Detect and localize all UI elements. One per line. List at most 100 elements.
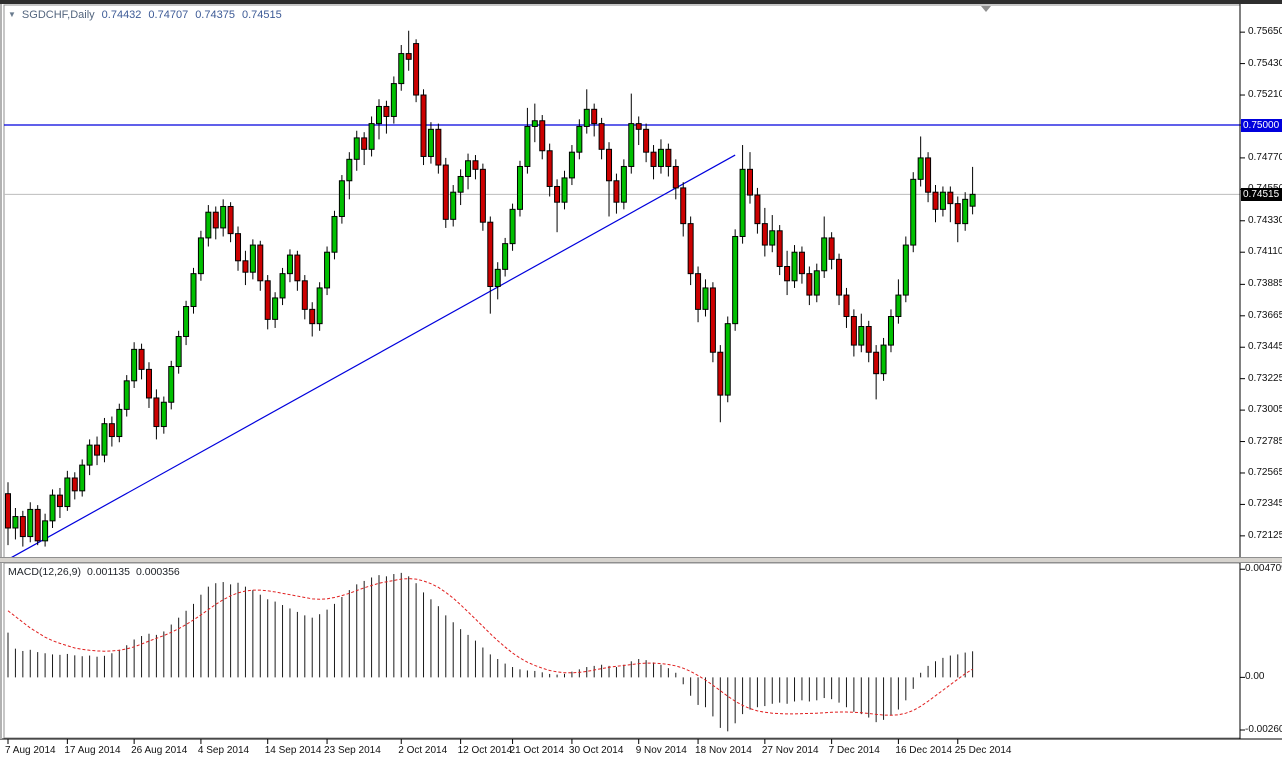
candle-body[interactable] [598, 123, 605, 150]
candle-body[interactable] [902, 244, 909, 296]
candle-body[interactable] [516, 165, 523, 210]
candle-body[interactable] [101, 423, 108, 456]
candle-body[interactable] [413, 43, 420, 96]
candle-body[interactable] [301, 280, 308, 310]
candle-body[interactable] [873, 351, 880, 375]
candle-body[interactable] [86, 444, 93, 466]
candle-body[interactable] [591, 108, 598, 125]
candle-body[interactable] [687, 223, 694, 275]
candle-body[interactable] [457, 175, 464, 193]
candle-body[interactable] [123, 380, 130, 410]
candle-body[interactable] [509, 208, 516, 245]
candle-body[interactable] [279, 273, 286, 299]
candle-body[interactable] [197, 237, 204, 275]
candle-body[interactable] [620, 165, 627, 203]
candle-body[interactable] [361, 137, 368, 150]
candle-body[interactable] [606, 148, 613, 182]
candle-body[interactable] [954, 203, 961, 225]
candle-body[interactable] [583, 108, 590, 127]
candle-body[interactable] [294, 254, 301, 282]
candle-body[interactable] [183, 306, 190, 338]
candle-body[interactable] [747, 168, 753, 196]
candle-body[interactable] [175, 336, 182, 368]
candle-body[interactable] [64, 477, 71, 508]
candle-body[interactable] [34, 508, 41, 542]
candle-body[interactable] [546, 150, 553, 187]
candle-body[interactable] [947, 191, 954, 205]
candle-body[interactable] [190, 273, 197, 308]
candle-body[interactable] [650, 151, 657, 167]
candle-body[interactable] [858, 326, 865, 346]
candle-body[interactable] [843, 294, 850, 318]
candle-body[interactable] [94, 444, 101, 456]
hline-price-tag[interactable]: 0.75000 [1241, 118, 1282, 132]
chart-shift-marker-icon[interactable] [981, 6, 991, 12]
candle-body[interactable] [324, 251, 331, 289]
candle-body[interactable] [220, 205, 227, 229]
candle-body[interactable] [316, 287, 323, 325]
candle-body[interactable] [962, 198, 969, 225]
candle-body[interactable] [665, 148, 672, 167]
candle-body[interactable] [672, 165, 679, 189]
candle-body[interactable] [145, 368, 152, 399]
candle-body[interactable] [212, 211, 219, 229]
candle-body[interactable] [836, 258, 843, 296]
candle-body[interactable] [242, 260, 249, 273]
candle-body[interactable] [680, 187, 687, 225]
candle-body[interactable] [925, 157, 932, 193]
candle-body[interactable] [709, 287, 716, 353]
panel-splitter[interactable] [0, 557, 1282, 563]
candle-body[interactable] [487, 221, 494, 288]
candle-body[interactable] [390, 83, 397, 117]
candle-body[interactable] [450, 191, 457, 220]
candle-body[interactable] [531, 120, 538, 127]
candle-body[interactable] [79, 464, 86, 492]
candle-body[interactable] [917, 157, 924, 180]
candle-body[interactable] [739, 168, 746, 237]
candle-body[interactable] [56, 494, 63, 508]
candle-body[interactable] [286, 254, 293, 275]
candle-body[interactable] [49, 494, 56, 522]
candle-body[interactable] [850, 316, 857, 346]
candle-body[interactable] [895, 294, 902, 318]
candle-body[interactable] [272, 297, 279, 320]
candle-body[interactable] [442, 164, 449, 220]
candle-body[interactable] [376, 105, 382, 125]
candle-body[interactable] [613, 180, 620, 203]
candle-body[interactable] [939, 191, 946, 210]
candle-body[interactable] [42, 520, 49, 542]
candle-body[interactable] [108, 423, 115, 438]
candle-body[interactable] [910, 178, 917, 246]
candle-body[interactable] [702, 287, 709, 310]
candle-body[interactable] [398, 53, 405, 85]
candle-body[interactable] [784, 265, 791, 282]
candle-body[interactable] [331, 215, 338, 253]
candle-body[interactable] [791, 251, 798, 282]
candle-body[interactable] [761, 223, 768, 246]
candle-body[interactable] [932, 191, 939, 210]
candle-body[interactable] [754, 194, 761, 225]
candle-body[interactable] [821, 237, 828, 272]
candle-body[interactable] [806, 273, 813, 296]
candle-body[interactable] [116, 408, 123, 438]
chart-menu-arrow-icon[interactable]: ▼ [8, 10, 16, 19]
candle-body[interactable] [813, 270, 820, 296]
candle-body[interactable] [168, 366, 175, 403]
candle-body[interactable] [502, 243, 509, 270]
candle-body[interactable] [383, 105, 390, 117]
macd-signal-line[interactable] [7, 578, 973, 716]
candle-body[interactable] [309, 308, 316, 325]
candle-body[interactable] [5, 493, 11, 529]
candle-body[interactable] [465, 160, 472, 177]
candle-body[interactable] [769, 230, 776, 246]
candle-body[interactable] [353, 137, 360, 160]
candle-body[interactable] [131, 348, 138, 382]
candle-body[interactable] [880, 344, 887, 375]
candle-body[interactable] [539, 120, 546, 152]
candle-body[interactable] [264, 280, 271, 320]
candle-body[interactable] [695, 273, 702, 310]
candle-body[interactable] [405, 53, 412, 60]
candle-body[interactable] [828, 237, 835, 260]
candle-body[interactable] [561, 177, 568, 203]
